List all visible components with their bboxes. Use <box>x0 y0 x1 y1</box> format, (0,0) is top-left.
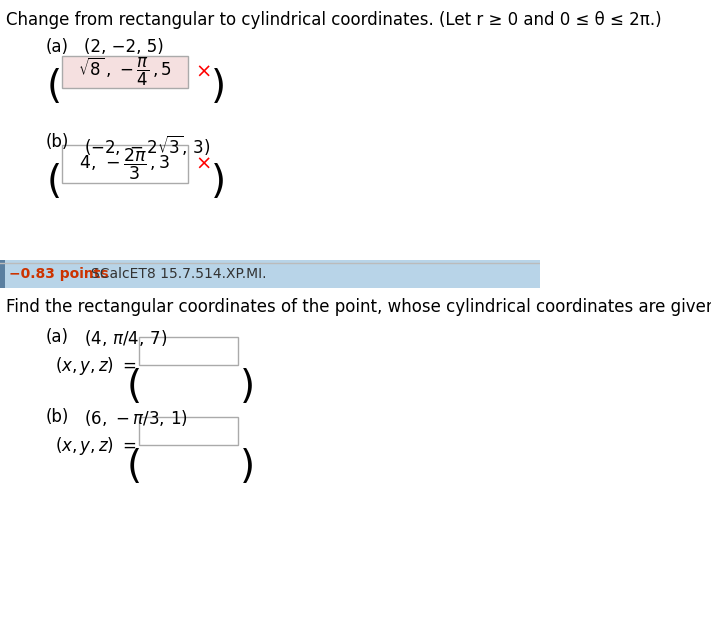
Text: SCalcET8 15.7.514.XP.MI.: SCalcET8 15.7.514.XP.MI. <box>91 267 267 281</box>
Text: $\sqrt{8}\,,\,-\dfrac{\pi}{4}\,,5$: $\sqrt{8}\,,\,-\dfrac{\pi}{4}\,,5$ <box>78 56 172 89</box>
Text: $(6,\,-\pi/3,\,1)$: $(6,\,-\pi/3,\,1)$ <box>84 408 187 428</box>
Text: (: ( <box>47 68 63 106</box>
Text: $(-2,\,-2\sqrt{3},\,3)$: $(-2,\,-2\sqrt{3},\,3)$ <box>84 133 210 157</box>
Text: (2, −2, 5): (2, −2, 5) <box>84 38 164 56</box>
FancyBboxPatch shape <box>0 260 540 288</box>
Text: $(4,\,\pi/4,\,7)$: $(4,\,\pi/4,\,7)$ <box>84 328 167 348</box>
Text: $(x, y, z)\ =$: $(x, y, z)\ =$ <box>55 435 136 457</box>
FancyBboxPatch shape <box>139 417 237 445</box>
Text: (b): (b) <box>46 133 69 151</box>
Text: (: ( <box>47 163 63 201</box>
Text: (: ( <box>127 448 142 486</box>
Text: (a): (a) <box>46 38 68 56</box>
Text: (b): (b) <box>46 408 69 426</box>
Text: (: ( <box>127 368 142 406</box>
FancyBboxPatch shape <box>63 145 188 183</box>
Text: ): ) <box>240 448 255 486</box>
Text: Find the rectangular coordinates of the point, whose cylindrical coordinates are: Find the rectangular coordinates of the … <box>6 298 711 316</box>
Text: −0.83 points: −0.83 points <box>9 267 109 281</box>
FancyBboxPatch shape <box>139 337 237 365</box>
Text: $4,\,-\dfrac{2\pi}{3}\,,3$: $4,\,-\dfrac{2\pi}{3}\,,3$ <box>80 146 171 182</box>
FancyBboxPatch shape <box>63 56 188 88</box>
Text: ×: × <box>196 63 212 82</box>
Text: ×: × <box>196 154 212 173</box>
Text: $(x, y, z)\ =$: $(x, y, z)\ =$ <box>55 355 136 377</box>
Text: ): ) <box>240 368 255 406</box>
Text: ): ) <box>210 68 225 106</box>
Text: (a): (a) <box>46 328 68 346</box>
FancyBboxPatch shape <box>0 260 4 288</box>
Text: Change from rectangular to cylindrical coordinates. (Let r ≥ 0 and 0 ≤ θ ≤ 2π.): Change from rectangular to cylindrical c… <box>6 11 662 29</box>
Text: ): ) <box>210 163 225 201</box>
